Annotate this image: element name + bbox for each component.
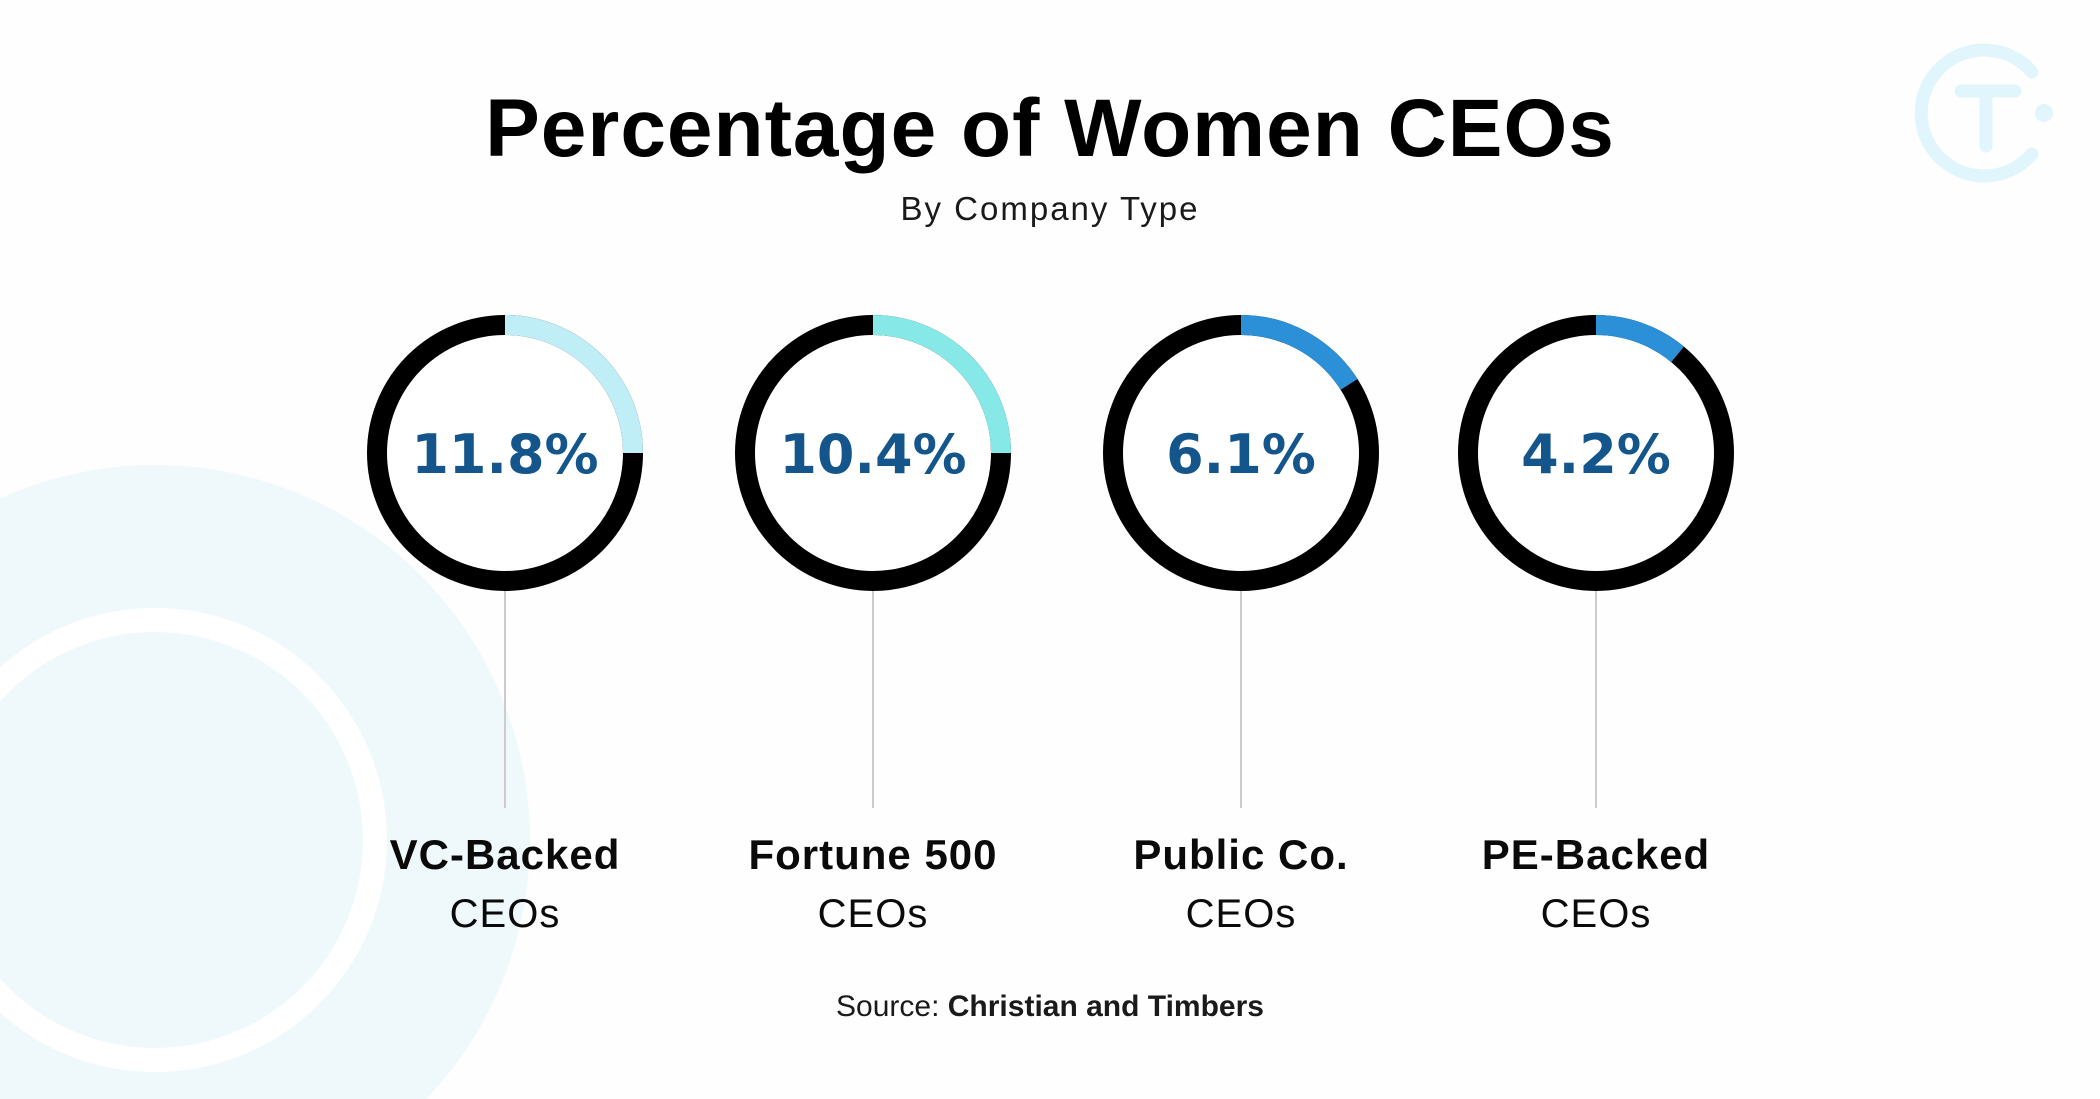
ring-arc [504,315,643,454]
source-line: Source: Christian and Timbers [0,992,2100,1022]
source-name: Christian and Timbers [947,990,1264,1023]
category-name: PE-Backed [1481,831,1711,878]
ring-inner [1123,335,1359,571]
donut-ring: 11.8% [367,315,643,591]
donut-ring: 4.2% [1458,315,1734,591]
logo-c-arc [1914,43,2039,183]
ring-value-label: 4.2% [1521,423,1671,486]
category-sub: CEOs [1185,892,1297,936]
bg-circle-ring-gap [0,608,387,1072]
chart-title: Percentage of Women CEOs [485,83,1615,174]
donut-ring: 6.1% [1103,315,1379,591]
source-label: Source: [836,990,940,1023]
logo-dot [2035,104,2053,122]
ring-inner [1478,335,1714,571]
category-label: Public Co. CEOs [1061,831,1421,936]
ring-arc [1240,315,1358,390]
ring-value-label: 11.8% [411,423,598,486]
ct-logo-icon [1914,43,2039,183]
category-sub: CEOs [1540,892,1652,936]
category-name: VC-Backed [389,831,621,878]
category-label: VC-Backed CEOs [325,831,685,936]
category-sub: CEOs [817,892,929,936]
ring-arc [1595,315,1684,363]
ring-inner [387,335,623,571]
donut-ring: 10.4% [735,315,1011,591]
category-sub: CEOs [449,892,561,936]
ring-value-label: 6.1% [1166,423,1316,486]
ring-arc [872,315,1011,454]
category-name: Fortune 500 [748,831,998,878]
ring-value-label: 10.4% [779,423,966,486]
category-name: Public Co. [1133,831,1349,878]
ring-inner [755,335,991,571]
category-label: Fortune 500 CEOs [693,831,1053,936]
category-label: PE-Backed CEOs [1416,831,1776,936]
chart-subtitle: By Company Type [900,190,1200,227]
